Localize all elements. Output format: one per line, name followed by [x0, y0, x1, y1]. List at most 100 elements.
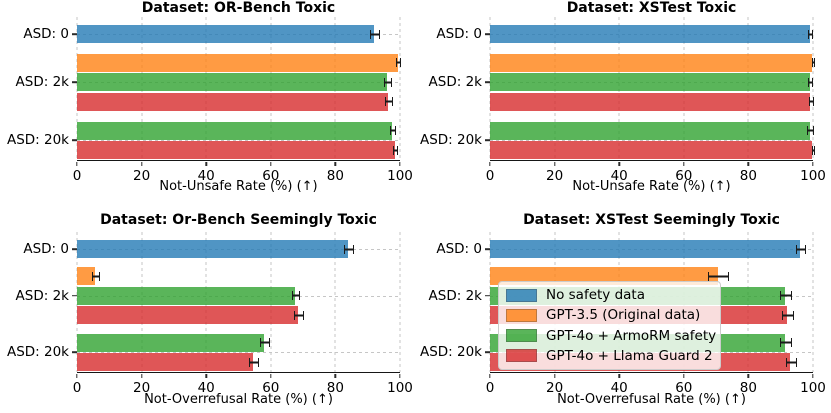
x-tick-label: 0: [485, 380, 495, 396]
y-tick-label-asd-0: ASD: 0: [436, 26, 482, 42]
x-tick-label: 0: [72, 380, 82, 396]
x-tick-mark: [683, 373, 685, 379]
bar-gpt-3-5-original-data: [490, 267, 718, 286]
x-tick-mark: [399, 373, 401, 379]
error-bar: [807, 126, 815, 135]
error-bar: [291, 291, 301, 301]
error-bar: [808, 77, 814, 87]
legend-swatch-gpt-3-5-original-data: [506, 308, 537, 322]
x-tick-label: 100: [387, 380, 413, 396]
y-tick-label-asd-20k: ASD: 20k: [6, 132, 69, 149]
x-tick-mark: [747, 373, 750, 379]
error-bar: [370, 29, 381, 39]
legend-entry-gpt-3-5-original-data: GPT-3.5 (Original data): [506, 307, 712, 323]
bar-gpt-4o-llama-guard-2: [77, 353, 254, 371]
legend-entry-no-safety-data: No safety data: [506, 287, 712, 303]
error-bar: [808, 97, 815, 107]
bar-no-safety-data: [490, 240, 801, 258]
bar-no-safety-data: [77, 25, 375, 43]
y-tick-mark: [72, 33, 77, 35]
y-tick-mark: [72, 351, 77, 354]
y-tick-label-asd-20k: ASD: 20k: [419, 132, 482, 149]
error-bar: [385, 97, 393, 107]
error-bar: [780, 291, 792, 301]
gridline-horizontal: [490, 140, 813, 142]
bar-gpt-3-5-original-data: [77, 267, 95, 286]
error-bar: [384, 77, 392, 87]
x-tick-mark: [489, 161, 491, 167]
x-tick-mark: [618, 373, 620, 379]
error-bar: [260, 338, 271, 347]
error-bar: [811, 58, 815, 68]
legend-label: GPT-4o + ArmoRM safety: [546, 327, 717, 344]
x-tick-mark: [140, 373, 143, 379]
x-tick-label: 80: [326, 168, 344, 184]
y-tick-mark: [72, 294, 77, 297]
plot-area: 0 20 40 60 80 100 ASD: 0 ASD: 2k ASD: 20k: [7, 232, 413, 396]
bar-gpt-4o-llama-guard-2: [490, 141, 813, 159]
legend-label: No safety data: [546, 287, 645, 303]
gridline-vertical: [399, 232, 401, 372]
legend-swatch-no-safety-data: [506, 288, 537, 302]
bar-no-safety-data: [490, 25, 810, 43]
x-tick-label: 20: [546, 168, 564, 184]
x-tick-mark: [489, 373, 491, 379]
bar-gpt-4o-armorm-safety: [77, 333, 265, 352]
y-tick-mark: [485, 248, 490, 250]
x-tick-label: 20: [133, 168, 151, 184]
y-tick-mark: [485, 33, 490, 35]
x-tick-label: 100: [387, 168, 413, 184]
bar-gpt-4o-armorm-safety: [77, 286, 296, 305]
error-bar: [249, 357, 259, 367]
x-tick-mark: [747, 161, 750, 167]
error-bar: [294, 310, 305, 320]
y-tick-label-asd-2k: ASD: 2k: [15, 74, 69, 91]
x-tick-label: 60: [262, 380, 280, 396]
error-bar: [782, 310, 794, 320]
chart-title: Dataset: OR-Bench Toxic: [141, 0, 336, 16]
x-tick-mark: [334, 373, 337, 379]
chart-or-bench-seemingly-toxic: Dataset: Or-Bench Seemingly Toxic 0 20 40 6…: [0, 200, 416, 413]
y-tick-mark: [485, 139, 490, 142]
gridline-vertical: [812, 17, 814, 160]
x-axis-label: Not-Unsafe Rate (%) (↑): [572, 179, 731, 194]
y-tick-label-asd-2k: ASD: 2k: [428, 74, 482, 91]
x-tick-label: 80: [326, 380, 344, 396]
x-tick-mark: [76, 373, 78, 379]
y-tick-label-asd-20k: ASD: 20k: [6, 344, 69, 361]
error-bar: [708, 271, 730, 281]
error-bar: [392, 145, 399, 155]
bar-gpt-3-5-original-data: [490, 53, 813, 72]
error-bar: [344, 244, 355, 254]
plot-area: 0 20 40 60 80 100 ASD: 0 ASD: 2k ASD: 20k: [420, 17, 826, 184]
y-tick-mark: [485, 81, 490, 84]
x-tick-mark: [812, 373, 814, 379]
y-tick-label-asd-0: ASD: 0: [436, 241, 482, 257]
x-axis-label: Not-Overrefusal Rate (%) (↑): [557, 392, 746, 407]
legend-swatch-gpt-4o-llama-guard-2: [506, 349, 537, 363]
x-tick-label: 40: [610, 168, 628, 184]
x-tick-mark: [334, 161, 337, 167]
x-tick-mark: [270, 373, 272, 379]
chart-title: Dataset: XSTest Seemingly Toxic: [523, 212, 780, 228]
error-bar: [811, 145, 815, 155]
x-tick-label: 20: [546, 380, 564, 396]
x-tick-label: 0: [485, 168, 495, 184]
x-tick-label: 100: [800, 168, 826, 184]
legend-entry-gpt-4o-llama-guard-2: GPT-4o + Llama Guard 2: [506, 348, 713, 364]
x-tick-mark: [812, 161, 814, 167]
x-tick-label: 80: [739, 380, 757, 396]
y-tick-mark: [485, 294, 490, 297]
x-tick-label: 40: [197, 380, 215, 396]
x-tick-label: 100: [800, 380, 826, 396]
x-axis-label: Not-Overrefusal Rate (%) (↑): [144, 392, 333, 407]
y-tick-label-asd-2k: ASD: 2k: [428, 287, 482, 304]
x-tick-mark: [205, 161, 207, 167]
x-axis-label: Not-Unsafe Rate (%) (↑): [159, 179, 318, 194]
x-tick-label: 40: [197, 168, 215, 184]
y-tick-mark: [485, 351, 490, 354]
x-tick-label: 80: [739, 168, 757, 184]
x-tick-mark: [683, 161, 685, 167]
legend-label: GPT-3.5 (Original data): [546, 307, 701, 324]
